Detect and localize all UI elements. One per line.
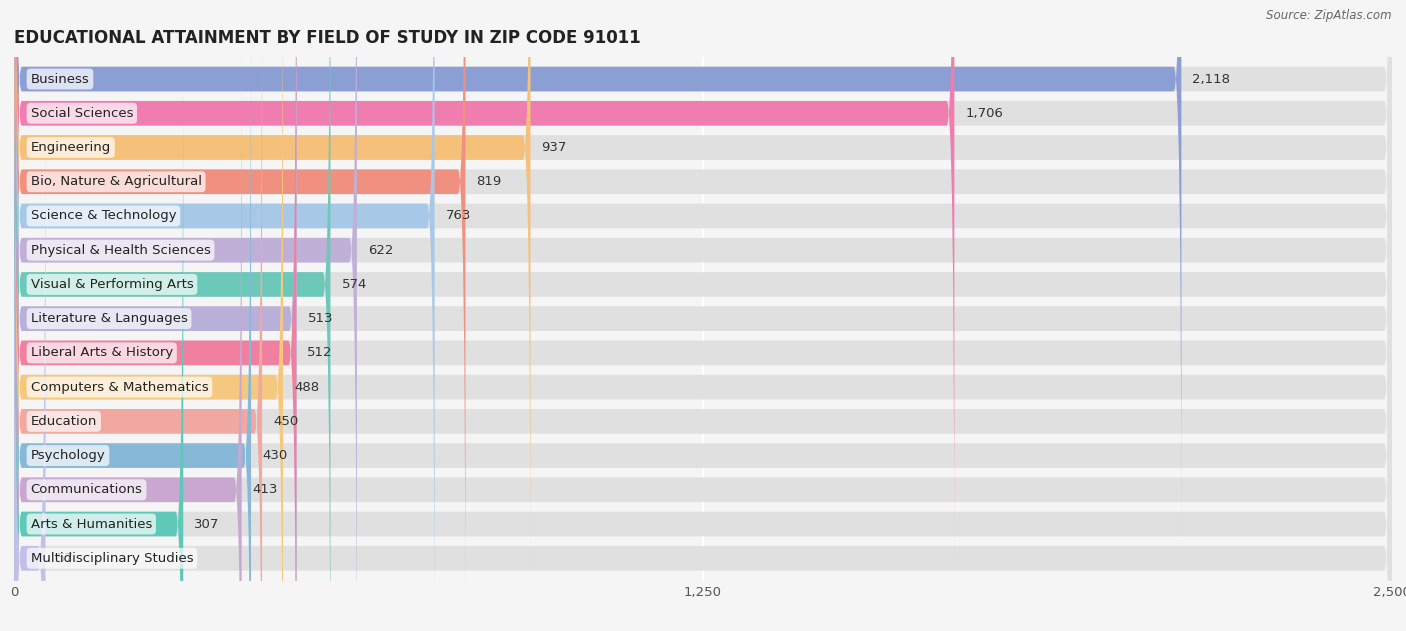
FancyBboxPatch shape	[14, 0, 1392, 580]
FancyBboxPatch shape	[14, 57, 1392, 631]
Text: Science & Technology: Science & Technology	[31, 209, 176, 223]
FancyBboxPatch shape	[14, 0, 1392, 615]
FancyBboxPatch shape	[14, 0, 262, 631]
FancyBboxPatch shape	[14, 0, 297, 631]
FancyBboxPatch shape	[14, 57, 183, 631]
Text: 2,118: 2,118	[1192, 73, 1230, 86]
Text: 1,706: 1,706	[966, 107, 1004, 120]
FancyBboxPatch shape	[14, 0, 357, 631]
FancyBboxPatch shape	[14, 0, 252, 631]
Text: 937: 937	[541, 141, 567, 154]
Text: 574: 574	[342, 278, 367, 291]
Text: 513: 513	[308, 312, 333, 325]
FancyBboxPatch shape	[14, 0, 1392, 631]
Text: Multidisciplinary Studies: Multidisciplinary Studies	[31, 551, 193, 565]
Text: Business: Business	[31, 73, 90, 86]
Text: 307: 307	[194, 517, 219, 531]
FancyBboxPatch shape	[14, 91, 45, 631]
Text: Engineering: Engineering	[31, 141, 111, 154]
Text: Social Sciences: Social Sciences	[31, 107, 134, 120]
FancyBboxPatch shape	[14, 0, 1392, 631]
Text: Computers & Mathematics: Computers & Mathematics	[31, 380, 208, 394]
Text: 763: 763	[446, 209, 471, 223]
Text: Liberal Arts & History: Liberal Arts & History	[31, 346, 173, 360]
Text: 450: 450	[273, 415, 298, 428]
Text: Education: Education	[31, 415, 97, 428]
FancyBboxPatch shape	[14, 0, 530, 615]
Text: Psychology: Psychology	[31, 449, 105, 462]
Text: Source: ZipAtlas.com: Source: ZipAtlas.com	[1267, 9, 1392, 23]
FancyBboxPatch shape	[14, 0, 330, 631]
FancyBboxPatch shape	[14, 0, 465, 631]
Text: Physical & Health Sciences: Physical & Health Sciences	[31, 244, 211, 257]
Text: Arts & Humanities: Arts & Humanities	[31, 517, 152, 531]
FancyBboxPatch shape	[14, 0, 1392, 631]
FancyBboxPatch shape	[14, 0, 1392, 631]
FancyBboxPatch shape	[14, 0, 1392, 546]
FancyBboxPatch shape	[14, 0, 955, 580]
FancyBboxPatch shape	[14, 23, 1392, 631]
Text: 819: 819	[477, 175, 502, 188]
FancyBboxPatch shape	[14, 91, 1392, 631]
FancyBboxPatch shape	[14, 0, 1181, 546]
Text: 413: 413	[253, 483, 278, 497]
Text: 430: 430	[262, 449, 287, 462]
Text: Literature & Languages: Literature & Languages	[31, 312, 187, 325]
Text: Visual & Performing Arts: Visual & Performing Arts	[31, 278, 194, 291]
FancyBboxPatch shape	[14, 0, 1392, 631]
Text: Bio, Nature & Agricultural: Bio, Nature & Agricultural	[31, 175, 201, 188]
FancyBboxPatch shape	[14, 0, 1392, 631]
Text: 512: 512	[308, 346, 333, 360]
FancyBboxPatch shape	[14, 0, 283, 631]
FancyBboxPatch shape	[14, 23, 242, 631]
Text: 622: 622	[368, 244, 394, 257]
FancyBboxPatch shape	[14, 0, 1392, 631]
FancyBboxPatch shape	[14, 0, 297, 631]
FancyBboxPatch shape	[14, 0, 1392, 631]
Text: EDUCATIONAL ATTAINMENT BY FIELD OF STUDY IN ZIP CODE 91011: EDUCATIONAL ATTAINMENT BY FIELD OF STUDY…	[14, 29, 641, 47]
FancyBboxPatch shape	[14, 0, 1392, 631]
Text: 57: 57	[56, 551, 73, 565]
FancyBboxPatch shape	[14, 0, 434, 631]
Text: Communications: Communications	[31, 483, 142, 497]
Text: 488: 488	[294, 380, 319, 394]
